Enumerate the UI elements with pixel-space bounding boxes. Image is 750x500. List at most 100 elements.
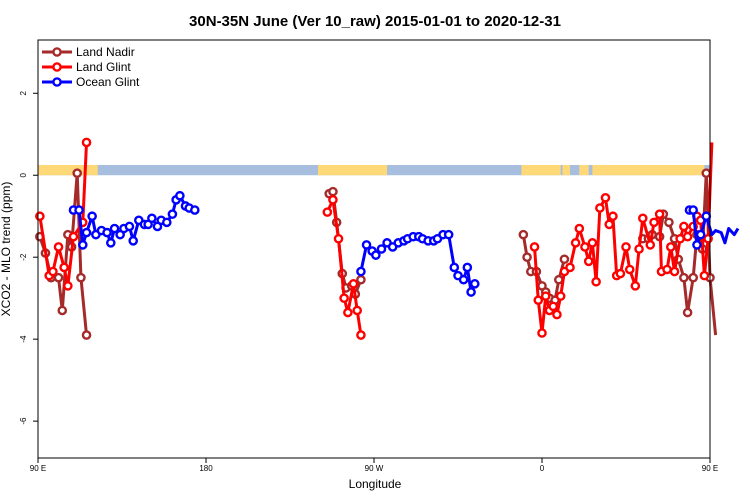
data-point: [81, 227, 92, 238]
data-point: [81, 137, 92, 148]
data-point: [688, 272, 699, 283]
data-point: [688, 205, 699, 215]
data-point: [356, 330, 366, 340]
data-point: [109, 223, 120, 234]
data-point: [608, 211, 618, 222]
data-point: [469, 279, 480, 289]
data-point: [701, 168, 712, 178]
data-point: [167, 209, 178, 219]
data-point: [48, 266, 58, 277]
legend-marker: [52, 47, 62, 57]
data-point: [666, 242, 676, 252]
data-point: [559, 254, 570, 265]
data-point: [703, 233, 713, 244]
data-point: [600, 192, 611, 203]
data-point: [128, 236, 138, 246]
x-axis: 90 E 180 90 W 0 90 E: [30, 458, 718, 473]
series-line: [642, 171, 718, 336]
data-point: [443, 229, 454, 240]
data-point: [574, 223, 585, 234]
data-point: [621, 242, 631, 252]
data-point: [662, 264, 672, 275]
data-point: [583, 256, 594, 267]
data-point: [322, 207, 333, 217]
y-tick-label: -6: [19, 417, 28, 425]
data-point: [699, 270, 710, 281]
data-point: [53, 272, 64, 283]
data-point: [352, 305, 363, 316]
data-point: [570, 238, 581, 248]
data-point: [57, 305, 68, 316]
legend-label: Land Glint: [76, 60, 131, 74]
data-point: [587, 238, 598, 248]
data-point: [548, 301, 559, 312]
x-tick-label: 180: [199, 464, 213, 473]
x-tick-label: 90 W: [365, 464, 384, 473]
data-point: [595, 203, 605, 213]
x-tick-label: 90 E: [30, 464, 46, 473]
data-point: [343, 307, 353, 318]
land-segment: [318, 164, 388, 176]
data-point: [645, 240, 656, 250]
data-point: [59, 262, 69, 273]
data-point: [555, 291, 566, 301]
data-point: [147, 213, 157, 224]
land-segment: [579, 164, 589, 176]
legend-item: Land Glint: [42, 60, 131, 74]
data-point: [78, 240, 88, 250]
data-point: [615, 268, 626, 279]
series-line: [689, 208, 740, 247]
series-ocean-glint: [68, 190, 740, 297]
legend-label: Land Nadir: [76, 45, 135, 59]
data-point: [604, 219, 615, 230]
data-point: [63, 281, 73, 291]
x-tick-label: 0: [540, 464, 545, 473]
data-point: [462, 262, 473, 273]
series-layer: [35, 137, 740, 340]
data-point: [328, 186, 338, 197]
data-point: [591, 276, 601, 287]
y-tick-label: 0: [19, 172, 28, 177]
y-tick-label: -4: [19, 335, 28, 343]
data-point: [339, 293, 349, 303]
data-point: [638, 213, 648, 224]
data-point: [634, 244, 644, 254]
data-point: [682, 307, 693, 318]
data-point: [701, 211, 712, 222]
land-segment: [38, 164, 98, 176]
data-point: [328, 195, 338, 205]
data-point: [682, 231, 693, 242]
data-point: [361, 240, 372, 250]
land-segment: [592, 164, 705, 176]
chart-title: 30N-35N June (Ver 10_raw) 2015-01-01 to …: [189, 13, 561, 30]
data-point: [106, 238, 116, 248]
data-point: [348, 279, 359, 289]
x-tick-label: 90 E: [702, 464, 718, 473]
data-point: [675, 233, 685, 244]
data-point: [68, 231, 79, 242]
y-tick-label: -2: [19, 253, 28, 261]
data-point: [356, 266, 366, 277]
data-point: [189, 205, 200, 215]
y-axis-label: XCO2 - MLO trend (ppm): [0, 182, 13, 317]
data-point: [175, 190, 185, 201]
data-point: [333, 233, 344, 244]
data-point: [102, 227, 112, 238]
data-point: [356, 274, 366, 285]
series-line: [359, 233, 477, 294]
data-point: [529, 242, 540, 252]
data-point: [458, 274, 469, 285]
data-point: [124, 221, 135, 232]
legend-label: Ocean Glint: [76, 75, 140, 89]
land-ocean-mask: [38, 164, 710, 176]
data-point: [654, 209, 665, 219]
data-point: [552, 309, 562, 320]
data-point: [161, 217, 172, 228]
data-point: [669, 266, 680, 277]
legend-marker: [52, 62, 62, 72]
data-point: [695, 229, 706, 240]
land-segment: [521, 164, 561, 176]
data-point: [630, 281, 641, 291]
